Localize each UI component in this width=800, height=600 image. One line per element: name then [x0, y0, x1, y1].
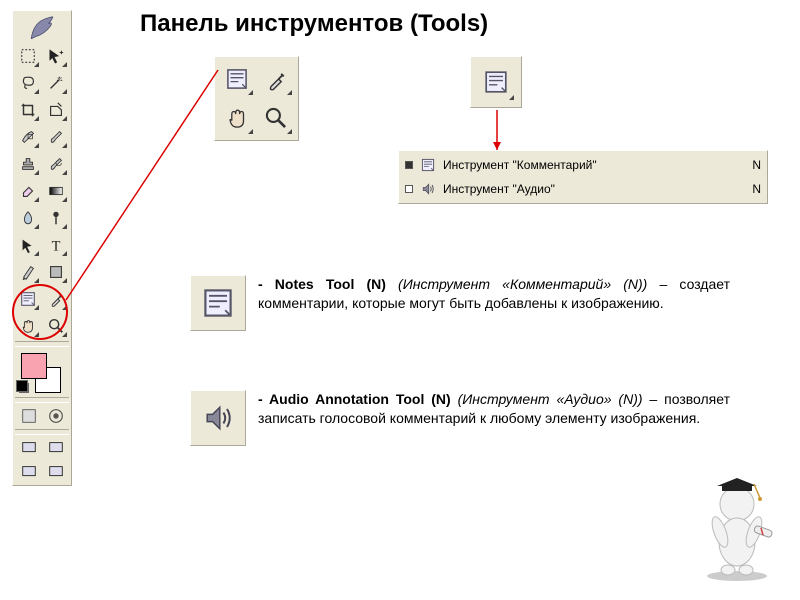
notes-tool-flyout-menu: Инструмент "Комментарий" N Инструмент "А…	[398, 150, 768, 204]
page-title: Панель инструментов (Tools)	[140, 10, 488, 38]
type-icon[interactable]	[43, 232, 69, 258]
active-marker	[405, 161, 413, 169]
crop-icon[interactable]	[15, 97, 41, 123]
desc-subtitle: (Инструмент «Аудио» (N))	[451, 391, 643, 407]
notes-icon	[419, 156, 437, 174]
notes-icon[interactable]	[476, 62, 516, 102]
notes-icon[interactable]	[219, 61, 255, 97]
heal-icon[interactable]	[15, 124, 41, 150]
screen-mode-3-icon[interactable]	[16, 461, 42, 483]
notes-tool-description: - Notes Tool (N) (Инструмент «Комментари…	[190, 275, 730, 331]
pen-icon[interactable]	[15, 259, 41, 285]
blur-icon[interactable]	[15, 205, 41, 231]
eraser-icon[interactable]	[15, 178, 41, 204]
screen-mode-4-icon[interactable]	[43, 461, 69, 483]
screen-mode-2-icon[interactable]	[43, 437, 69, 459]
audio-tool-description: - Audio Annotation Tool (N) (Инструмент …	[190, 390, 730, 446]
flyout-item[interactable]: Инструмент "Аудио" N	[401, 177, 765, 201]
brush-icon[interactable]	[43, 124, 69, 150]
color-swatches[interactable]	[15, 349, 69, 395]
desc-title: - Notes Tool (N)	[258, 276, 386, 292]
mascot-figure	[692, 472, 782, 582]
gradient-icon[interactable]	[43, 178, 69, 204]
toolbox-panel	[12, 10, 72, 486]
lasso-icon[interactable]	[15, 70, 41, 96]
active-marker	[405, 185, 413, 193]
fg-color-swatch[interactable]	[21, 353, 47, 379]
audio-icon	[190, 390, 246, 446]
flyout-item[interactable]: Инструмент "Комментарий" N	[401, 153, 765, 177]
flyout-shortcut: N	[745, 158, 761, 172]
audio-icon	[419, 180, 437, 198]
notes-tool-popup	[470, 56, 522, 108]
shape-icon[interactable]	[43, 259, 69, 285]
flyout-label: Инструмент "Комментарий"	[443, 158, 739, 172]
flyout-shortcut: N	[745, 182, 761, 196]
desc-title: - Audio Annotation Tool (N)	[258, 391, 451, 407]
screen-mode-1-icon[interactable]	[16, 437, 42, 459]
desc-subtitle: (Инструмент «Комментарий» (N))	[386, 276, 647, 292]
eyedropper-icon[interactable]	[258, 61, 294, 97]
flyout-label: Инструмент "Аудио"	[443, 182, 739, 196]
move-icon[interactable]	[43, 43, 69, 69]
default-colors-icon[interactable]	[19, 383, 29, 393]
standard-mode-icon[interactable]	[16, 405, 42, 427]
tool-group-popup	[214, 56, 299, 141]
quickmask-mode-icon[interactable]	[43, 405, 69, 427]
wand-icon[interactable]	[43, 70, 69, 96]
zoom-icon[interactable]	[258, 100, 294, 136]
highlight-circle	[12, 284, 68, 340]
stamp-icon[interactable]	[15, 151, 41, 177]
notes-icon	[190, 275, 246, 331]
path-select-icon[interactable]	[15, 232, 41, 258]
slice-icon[interactable]	[43, 97, 69, 123]
history-brush-icon[interactable]	[43, 151, 69, 177]
marquee-icon[interactable]	[15, 43, 41, 69]
app-logo	[15, 13, 69, 43]
dodge-icon[interactable]	[43, 205, 69, 231]
hand-icon[interactable]	[219, 100, 255, 136]
